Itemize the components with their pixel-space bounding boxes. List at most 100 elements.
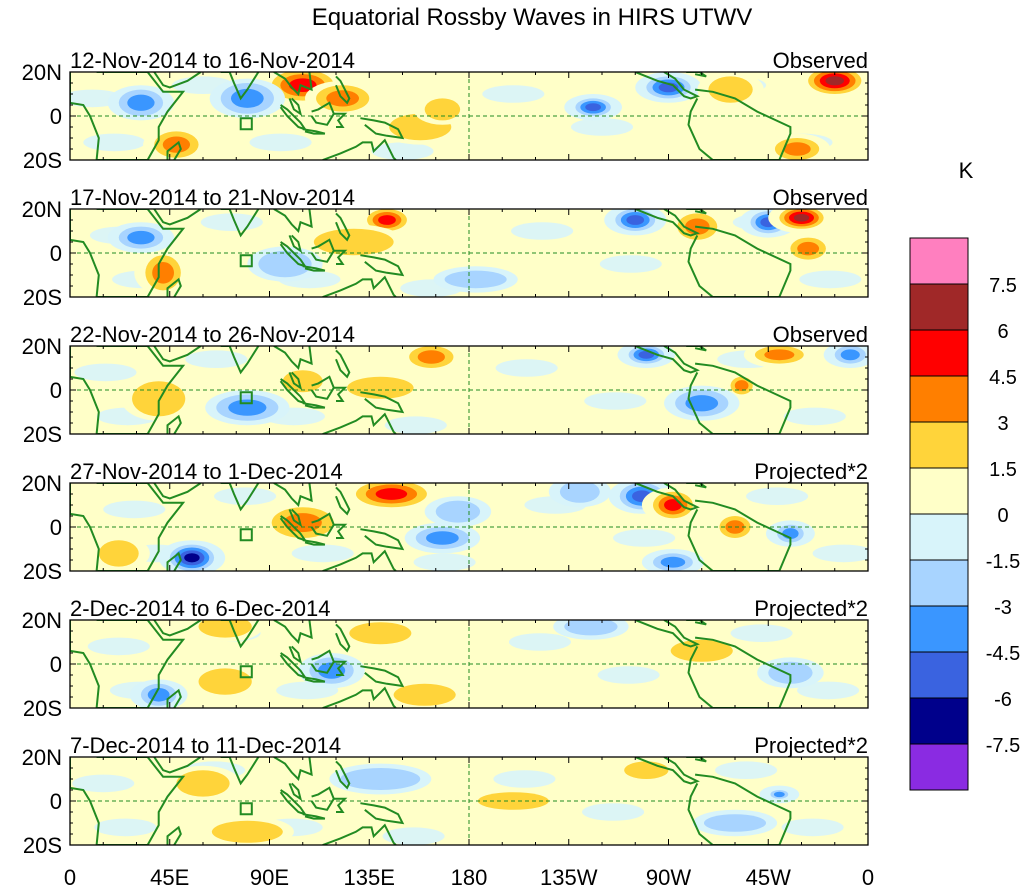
coastline-africa xyxy=(70,483,186,571)
anomaly-positive xyxy=(768,209,835,234)
contour-level xyxy=(375,488,408,500)
lat-label: 0 xyxy=(50,652,62,677)
weak-anomaly xyxy=(384,416,447,434)
coastlines xyxy=(70,757,792,845)
coastline-sulawesi xyxy=(333,386,348,402)
lat-label: 20N xyxy=(22,471,62,496)
panel-label: Projected*2 xyxy=(754,596,868,621)
anomaly-positive xyxy=(87,535,150,571)
anomaly-negative xyxy=(433,266,518,293)
weak-anomaly xyxy=(74,363,137,382)
coastline-camerica xyxy=(634,346,700,374)
anomaly-positive xyxy=(200,816,294,845)
colorbar-level-label: 3 xyxy=(997,413,1008,435)
coastline-camerica xyxy=(634,620,700,648)
anomaly-positive xyxy=(779,233,837,264)
contour-level xyxy=(282,370,323,393)
coastline-sulawesi xyxy=(333,249,348,265)
colorbar-level-label: 7.5 xyxy=(989,275,1017,297)
contour-level xyxy=(664,499,682,511)
colorbar-swatch xyxy=(909,329,969,377)
coastline-malay xyxy=(288,508,303,528)
panel-dates: 12-Nov-2014 to 16-Nov-2014 xyxy=(70,48,355,73)
anomaly-negative xyxy=(158,540,226,571)
coastline-sulawesi xyxy=(333,523,348,539)
coastline-java xyxy=(302,539,326,546)
weak-anomaly xyxy=(185,350,248,369)
contour-level xyxy=(624,761,669,779)
weak-anomaly xyxy=(94,818,157,837)
contour-level xyxy=(764,349,795,361)
panel-ticks xyxy=(69,345,869,435)
contour-level xyxy=(773,791,785,798)
coastline-newguinea xyxy=(360,254,405,277)
weak-anomaly xyxy=(382,827,445,845)
anomaly-negative xyxy=(209,78,286,119)
coastline-cuba xyxy=(686,620,707,626)
contour-level xyxy=(98,540,139,567)
anomaly-positive xyxy=(743,346,815,368)
coastline-india xyxy=(220,72,260,101)
panel-6: 20N 0 20S 7-Dec-2014 to 11-Dec-2014 Projecte… xyxy=(22,733,869,858)
contour-level xyxy=(660,556,686,568)
contour-level xyxy=(127,94,155,111)
contour-level xyxy=(559,483,600,503)
anomaly-positive xyxy=(697,72,764,108)
coastline-camerica xyxy=(634,757,700,785)
coastline-africa xyxy=(70,346,186,434)
panel-ticks xyxy=(69,208,869,298)
anomaly-positive xyxy=(659,635,744,667)
anomaly-negative xyxy=(759,785,800,804)
coastline-malay xyxy=(288,371,303,391)
colorbar-swatch xyxy=(909,467,969,515)
lat-label: 20S xyxy=(23,833,62,858)
coastline-india xyxy=(220,346,260,375)
anomaly-negative xyxy=(641,549,704,571)
contour-level xyxy=(734,380,749,392)
anomaly-negative xyxy=(553,620,629,640)
coastline-australia xyxy=(322,823,397,845)
lat-label: 20N xyxy=(22,60,62,85)
colorbar-level-label: 6 xyxy=(997,321,1008,343)
coastline-newguinea xyxy=(360,802,405,825)
coastline-africa xyxy=(70,72,186,160)
coastline-java xyxy=(302,128,326,135)
coastline-africa xyxy=(70,209,186,297)
lat-label: 20S xyxy=(23,148,62,173)
coastline-philippines xyxy=(335,75,351,105)
lat-label: 20N xyxy=(22,745,62,770)
coastline-newguinea xyxy=(360,117,405,140)
colorbar: K 7.5 6 4.5 3 1.5 0 -1.5 -3 -4.5 -6 -7.5 xyxy=(909,158,1020,791)
coastline-java xyxy=(302,265,326,272)
contour-level xyxy=(211,820,283,843)
weak-anomaly xyxy=(730,624,793,642)
contour-level xyxy=(424,98,461,121)
contour-level xyxy=(708,76,753,103)
coastline-arabia xyxy=(153,346,202,363)
coastline-sulawesi xyxy=(333,660,348,676)
coastline-java xyxy=(302,676,326,683)
coastline-australia xyxy=(322,275,397,297)
region-box xyxy=(239,802,253,816)
coastline-samerica xyxy=(687,88,792,160)
coastline-madagascar xyxy=(166,414,182,434)
coastlines xyxy=(70,346,792,434)
lat-label: 0 xyxy=(50,515,62,540)
weak-anomaly xyxy=(582,803,645,821)
lat-label: 20N xyxy=(22,334,62,359)
lat-label: 0 xyxy=(50,104,62,129)
anomaly-positive xyxy=(797,72,868,99)
lon-tick-label: 135E xyxy=(344,865,395,890)
region-box xyxy=(239,117,253,131)
anomaly-positive xyxy=(302,224,405,260)
lon-tick-label: 0 xyxy=(64,865,76,890)
contour-level xyxy=(626,215,645,225)
weak-anomaly xyxy=(72,774,135,793)
anomaly-positive xyxy=(344,483,438,512)
contour-level xyxy=(393,683,456,706)
colorbar-swatch xyxy=(909,237,969,285)
weak-anomaly xyxy=(597,666,660,684)
weak-anomaly xyxy=(103,500,166,519)
coastline-philippines xyxy=(335,212,351,242)
coastline-cuba xyxy=(686,346,707,352)
